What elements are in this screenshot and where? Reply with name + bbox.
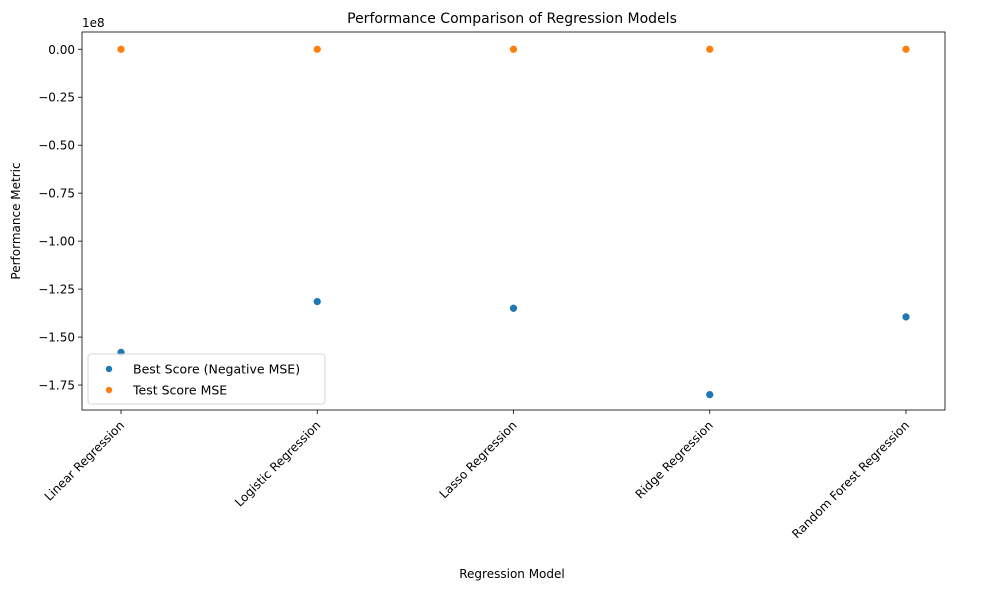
y-tick-label: −1.00 [38, 235, 75, 249]
legend-label-best-score: Best Score (Negative MSE) [133, 362, 300, 377]
data-point-series-1-2 [509, 44, 518, 54]
y-axis-label: Performance Metric [9, 162, 23, 279]
legend: Best Score (Negative MSE) Test Score MSE [87, 353, 326, 405]
y-offset-label: 1e8 [82, 16, 105, 30]
data-point-series-1-0 [116, 44, 126, 54]
data-point-series-1-3 [705, 44, 715, 54]
y-tick-label: −1.75 [38, 379, 75, 393]
y-ticks: 0.00 −0.25 −0.50 −0.75 −1.00 −1.25 −1.50 −1.75 [38, 43, 82, 393]
legend-label-test-score: Test Score MSE [132, 383, 227, 398]
legend-box [87, 353, 326, 405]
legend-marker-test-score [105, 386, 113, 394]
data-point-series-0-1 [312, 297, 322, 306]
y-tick-label: −0.25 [38, 91, 75, 105]
plot-frame [81, 31, 946, 411]
data-point-series-0-4 [901, 312, 911, 322]
legend-marker-best-score [105, 365, 113, 373]
y-tick-label: 0.00 [48, 43, 75, 57]
y-tick-label: −1.50 [38, 331, 75, 345]
data-point-series-1-4 [901, 44, 911, 54]
y-tick-label: −0.50 [38, 139, 75, 153]
y-tick-label: −0.75 [38, 187, 75, 201]
data-point-series-0-2 [509, 303, 518, 313]
data-point-series-0-3 [705, 390, 715, 399]
chart-title: Performance Comparison of Regression Mod… [347, 11, 677, 27]
x-axis-label: Regression Model [459, 567, 564, 581]
y-tick-label: −1.25 [38, 283, 75, 297]
data-point-series-1-1 [312, 44, 322, 54]
